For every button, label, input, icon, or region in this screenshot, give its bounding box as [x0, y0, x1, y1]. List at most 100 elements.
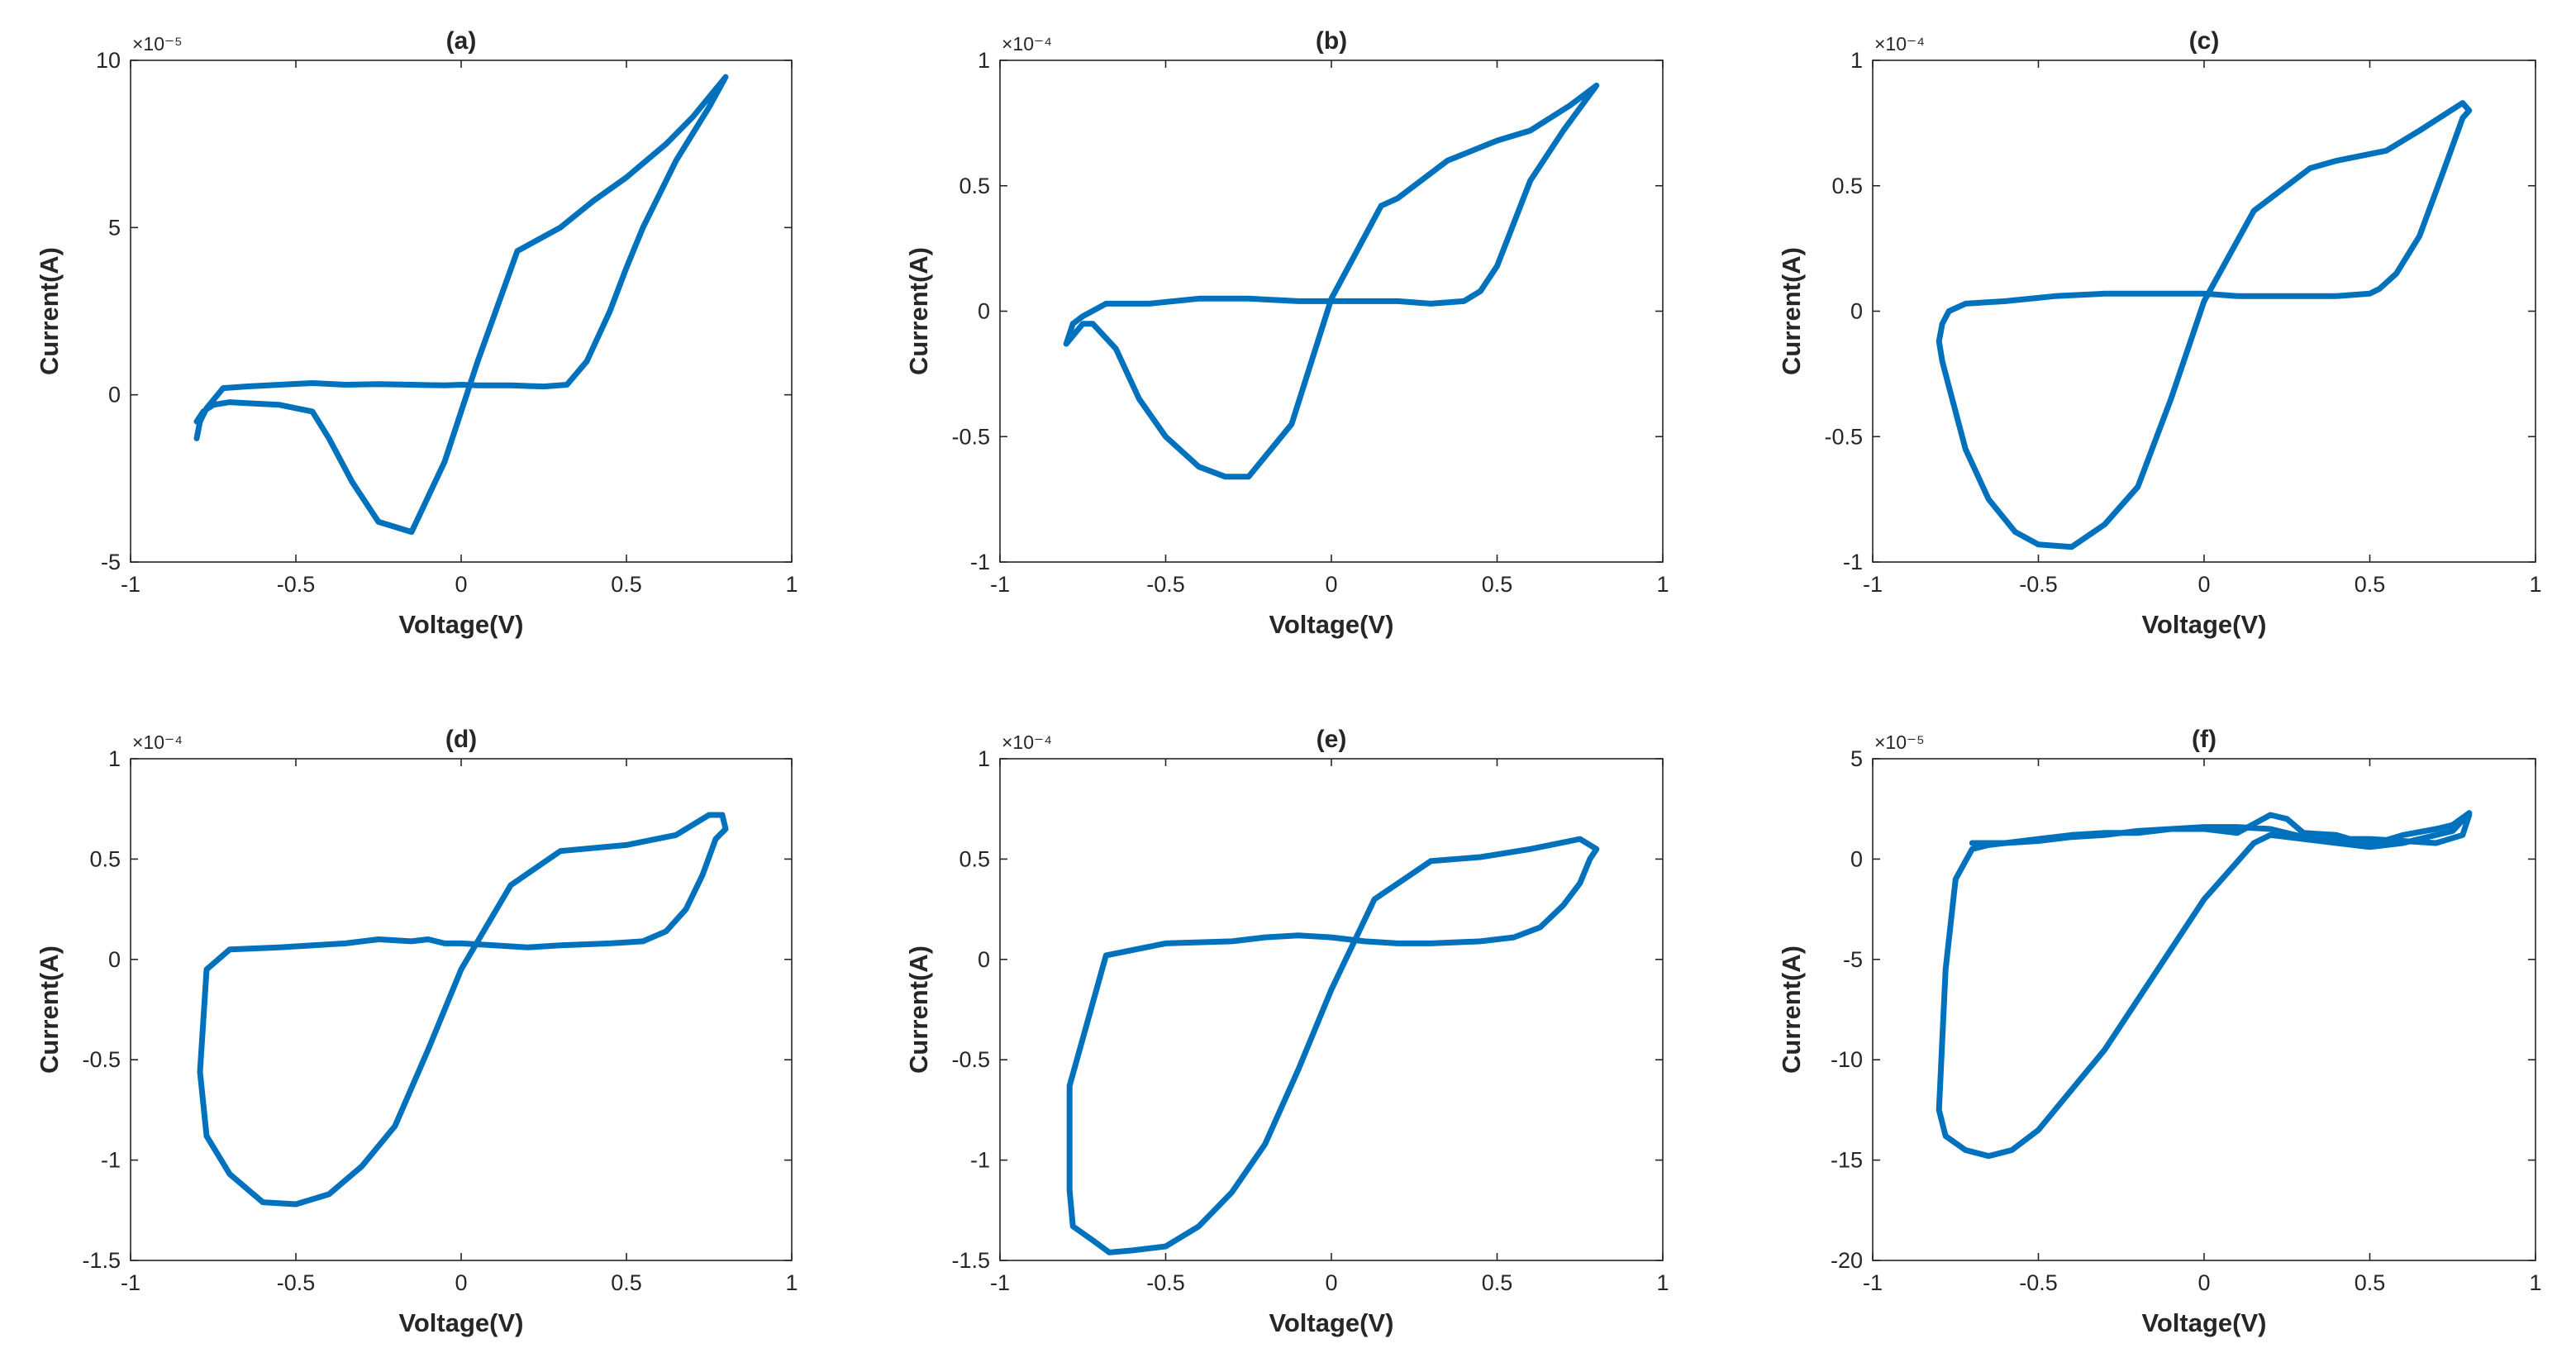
- y-tick-label: -15: [1831, 1148, 1863, 1173]
- y-tick-label: -20: [1831, 1248, 1863, 1273]
- y-tick-label: 0: [1850, 299, 1863, 324]
- chart-title: (d): [445, 726, 477, 753]
- iv-curve-line-f: [1936, 810, 2473, 1160]
- y-tick-label: 0: [108, 383, 121, 407]
- x-axis-label: Voltage(V): [2142, 1308, 2267, 1337]
- x-tick-label: -0.5: [277, 572, 316, 597]
- y-tick-label: 1: [108, 746, 121, 771]
- chart-panel-b: -1 -0.5 0 0.5 1 -1 -0.5 0 0.5 1 ×10⁻⁴ (b) Voltage(V)…: [904, 27, 1669, 639]
- y-tick-label: 0.5: [959, 174, 990, 198]
- x-axis-label: Voltage(V): [1269, 610, 1394, 639]
- x-tick-label: -1: [121, 572, 140, 597]
- y-tick-label: 0.5: [89, 846, 121, 871]
- x-tick-label: -0.5: [1146, 1270, 1185, 1295]
- y-axis-label: Current(A): [35, 247, 64, 375]
- y-exponent-label: ×10⁻⁵: [132, 33, 183, 55]
- y-exponent-label: ×10⁻⁴: [1002, 731, 1052, 753]
- y-tick-label: -1: [101, 1148, 121, 1173]
- chart-title: (f): [2192, 726, 2217, 753]
- y-tick-label: 1: [978, 746, 990, 771]
- x-axis-label: Voltage(V): [2142, 610, 2267, 639]
- x-tick-label: 1: [2529, 572, 2541, 597]
- iv-curve-line-e: [1066, 836, 1600, 1255]
- y-tick-label: -1.5: [951, 1248, 990, 1273]
- iv-curve-line-d: [197, 812, 729, 1208]
- y-exponent-label: ×10⁻⁵: [1874, 731, 1925, 753]
- x-tick-label: 0: [455, 1270, 467, 1295]
- y-tick-label: -0.5: [951, 1047, 990, 1072]
- x-tick-label: -1: [1863, 1270, 1883, 1295]
- chart-panel-a: -1 -0.5 0 0.5 1 -5 0 5 10 ×10⁻⁵ (a) Voltage(V) Curre…: [35, 27, 798, 639]
- y-axis-label: Current(A): [904, 247, 933, 375]
- x-tick-label: 0.5: [2355, 572, 2386, 597]
- x-tick-label: -1: [990, 572, 1010, 597]
- iv-curve-line-c: [1936, 100, 2473, 550]
- x-tick-label: 1: [2529, 1270, 2541, 1295]
- chart-title: (e): [1317, 726, 1347, 753]
- x-tick-label: -1: [990, 1270, 1010, 1295]
- x-tick-label: 1: [785, 1270, 798, 1295]
- y-exponent-label: ×10⁻⁴: [1002, 33, 1052, 55]
- x-tick-label: 0.5: [1482, 1270, 1513, 1295]
- y-tick-label: 5: [108, 215, 121, 240]
- y-tick-label: 0: [1850, 846, 1863, 871]
- chart-title: (a): [446, 27, 477, 55]
- y-tick-label: -1.5: [82, 1248, 121, 1273]
- chart-title: (c): [2189, 27, 2220, 55]
- x-tick-label: 0.5: [1482, 572, 1513, 597]
- x-tick-label: -0.5: [2019, 1270, 2058, 1295]
- y-tick-label: 1: [1850, 48, 1863, 73]
- y-exponent-label: ×10⁻⁴: [132, 731, 183, 753]
- plot-area-a: [130, 60, 793, 563]
- y-tick-label: -0.5: [1824, 424, 1863, 449]
- iv-curve-line-a: [193, 74, 729, 536]
- y-tick-label: 1: [978, 48, 990, 73]
- x-tick-label: -0.5: [1146, 572, 1185, 597]
- x-tick-label: 0: [1325, 1270, 1337, 1295]
- plot-area-c: [1872, 60, 2536, 563]
- y-tick-label: -10: [1831, 1047, 1863, 1072]
- y-tick-label: 0: [108, 947, 121, 972]
- y-tick-label: 0: [978, 947, 990, 972]
- y-tick-label: 5: [1850, 746, 1863, 771]
- y-tick-label: 10: [96, 48, 121, 73]
- chart-panel-f: -1 -0.5 0 0.5 1 -20 -15 -10 -5 0 5 ×10⁻⁵ (f) Voltage(…: [1777, 726, 2542, 1337]
- x-tick-label: 1: [1656, 1270, 1669, 1295]
- y-tick-label: -1: [970, 1148, 990, 1173]
- x-tick-label: -1: [1863, 572, 1883, 597]
- y-axis-label: Current(A): [35, 946, 64, 1074]
- y-tick-label: -5: [101, 550, 121, 574]
- y-tick-label: -1: [1843, 550, 1863, 574]
- y-tick-label: 0.5: [959, 846, 990, 871]
- x-tick-label: -0.5: [277, 1270, 316, 1295]
- plot-area-d: [130, 758, 793, 1261]
- chart-panel-d: -1 -0.5 0 0.5 1-1.5-1-0.500.51×10⁻⁴ (d)Voltag…: [35, 726, 798, 1337]
- x-tick-label: -0.5: [2019, 572, 2058, 597]
- x-tick-label: 0.5: [2355, 1270, 2386, 1295]
- x-tick-label: -1: [121, 1270, 140, 1295]
- y-axis-label: Current(A): [1777, 946, 1806, 1074]
- y-tick-label: 0.5: [1831, 174, 1863, 198]
- y-tick-label: -1: [970, 550, 990, 574]
- x-tick-label: 1: [785, 572, 798, 597]
- chart-panel-c: -1 -0.5 0 0.5 1 -1 -0.5 0 0.5 1 ×10⁻⁴ (c) Voltage(V)…: [1777, 27, 2542, 639]
- x-axis-label: Voltage(V): [399, 610, 524, 639]
- y-axis-label: Current(A): [904, 946, 933, 1074]
- plot-area-e: [999, 758, 1664, 1261]
- x-tick-label: 0.5: [611, 1270, 642, 1295]
- x-tick-label: 0.5: [611, 572, 642, 597]
- y-tick-label: -0.5: [951, 424, 990, 449]
- y-axis-label: Current(A): [1777, 247, 1806, 375]
- y-tick-label: -5: [1843, 947, 1863, 972]
- x-tick-label: 0: [2197, 572, 2210, 597]
- x-axis-label: Voltage(V): [1269, 1308, 1394, 1337]
- x-tick-label: 1: [1656, 572, 1669, 597]
- chart-panel-e: -1 -0.5 0 0.5 1-1.5-1-0.500.51×10⁻⁴ (e)Voltag…: [904, 726, 1669, 1337]
- x-axis-label: Voltage(V): [399, 1308, 524, 1337]
- iv-curve-line-b: [1063, 82, 1600, 480]
- x-tick-label: 0: [1325, 572, 1337, 597]
- y-tick-label: -0.5: [82, 1047, 121, 1072]
- x-tick-label: 0: [2197, 1270, 2210, 1295]
- y-exponent-label: ×10⁻⁴: [1874, 33, 1925, 55]
